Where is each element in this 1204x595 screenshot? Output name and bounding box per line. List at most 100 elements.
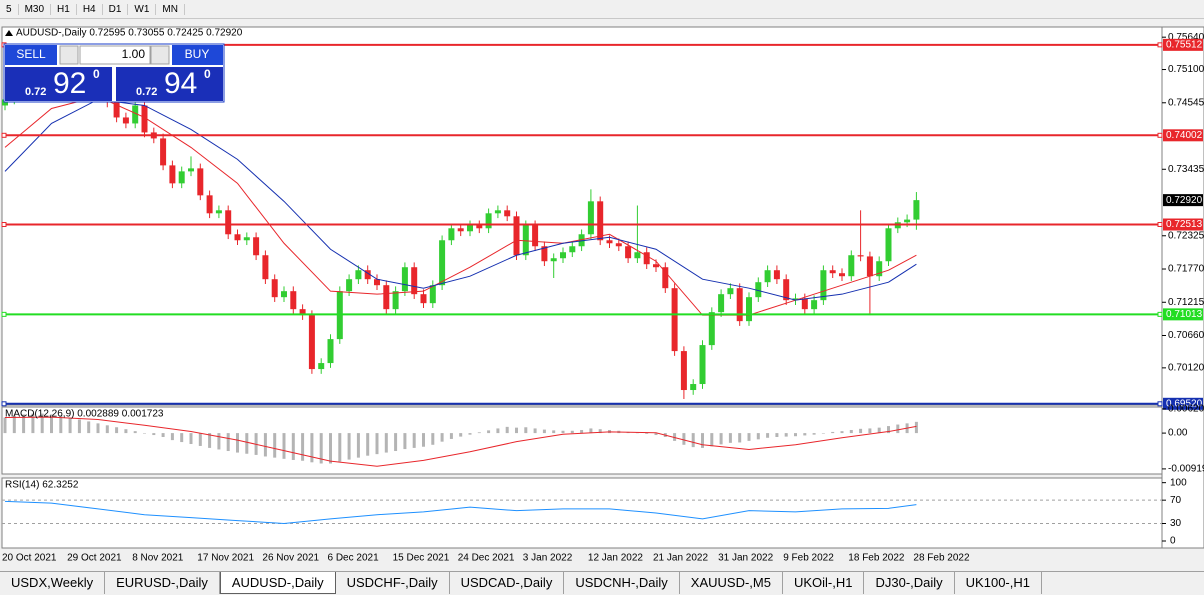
chart-tab[interactable]: USDCNH-,Daily — [564, 572, 680, 594]
candle-body — [839, 273, 845, 277]
macd-bar — [403, 433, 407, 450]
macd-bar — [561, 430, 565, 434]
candle-body — [671, 288, 678, 352]
macd-bar — [189, 433, 193, 445]
macd-bar — [570, 430, 574, 434]
macd-bar — [263, 433, 267, 457]
macd-bar — [77, 419, 81, 434]
candle-body — [355, 270, 362, 280]
macd-bar — [431, 433, 435, 445]
macd-bar — [208, 433, 212, 448]
candle-body — [327, 339, 334, 364]
chart-tab[interactable]: USDCAD-,Daily — [450, 572, 565, 594]
lot-up[interactable] — [150, 45, 170, 65]
price-big: 0.72 — [136, 86, 157, 98]
level-label-box — [1163, 218, 1203, 231]
chart-header: AUDUSD-,Daily 0.72595 0.73055 0.72425 0.… — [16, 28, 243, 39]
chart-tab[interactable]: UKOil-,H1 — [783, 572, 865, 594]
y-tick-label: 0.73435 — [1168, 164, 1204, 175]
x-tick-label: 9 Feb 2022 — [783, 553, 834, 564]
macd-bar — [645, 433, 649, 434]
timeframe-button[interactable]: MN — [156, 3, 185, 15]
chart-tab[interactable]: UK100-,H1 — [955, 572, 1042, 594]
candle-body — [411, 267, 418, 295]
trade-panel: SELL 1.00 BUY 0.72 92 0 0.72 94 0 — [3, 43, 225, 103]
macd-bar — [794, 433, 797, 437]
macd-bar — [152, 433, 156, 436]
candle-body — [522, 225, 529, 256]
timeframe-button[interactable]: M30 — [19, 3, 52, 15]
x-tick-label: 12 Jan 2022 — [588, 553, 643, 564]
level-handle — [1157, 222, 1163, 228]
price-box[interactable] — [116, 67, 223, 101]
candle-body — [876, 261, 883, 277]
x-tick-label: 6 Dec 2021 — [328, 553, 380, 564]
y-tick-label: 0 — [1170, 536, 1176, 547]
x-tick-label: 24 Dec 2021 — [458, 553, 515, 564]
x-tick-label: 26 Nov 2021 — [262, 553, 319, 564]
candle-body — [299, 309, 306, 316]
candle-body — [494, 210, 501, 214]
candle-body — [820, 270, 827, 301]
macd-bar — [496, 428, 500, 434]
candle-body — [383, 285, 390, 310]
level-handle — [1, 311, 7, 317]
candle-body — [281, 291, 287, 298]
macd-bar — [914, 421, 918, 434]
candle-body — [727, 288, 734, 295]
macd-bar — [840, 431, 844, 434]
macd-bar — [347, 433, 351, 460]
chart-tab[interactable]: USDX,Weekly — [0, 572, 106, 594]
chart-tabs: USDX,Weekly EURUSD-,Daily AUDUSD-,Daily USD… — [0, 571, 1204, 594]
lot-down[interactable] — [59, 45, 79, 65]
macd-bar — [877, 427, 881, 434]
sell-button[interactable] — [5, 45, 57, 65]
y-tick-label: 0.71770 — [1168, 264, 1204, 275]
level-handle — [1, 132, 7, 138]
macd-bar — [366, 433, 370, 456]
macd-bar — [673, 433, 677, 441]
price-pips: 94 — [164, 67, 197, 100]
y-tick-label: 0.00 — [1168, 428, 1188, 439]
candle-body — [457, 228, 464, 232]
level-label: 0.69520 — [1166, 398, 1203, 409]
candle-body — [532, 225, 539, 247]
candle-body — [801, 298, 808, 310]
chart-tab[interactable]: EURUSD-,Daily — [105, 572, 220, 594]
level-label: 0.71013 — [1166, 309, 1203, 320]
macd-bar — [533, 428, 537, 434]
timeframe-button[interactable]: H1 — [51, 3, 77, 15]
candle-body — [773, 270, 780, 280]
candle-body — [215, 210, 222, 214]
candle-body — [178, 171, 185, 184]
candle-body — [736, 288, 743, 322]
candle-body — [290, 291, 297, 310]
timeframe-button[interactable]: 5 — [0, 3, 19, 15]
candle-body — [206, 195, 213, 214]
chart-tab[interactable]: XAUUSD-,M5 — [680, 572, 783, 594]
macd-bar — [589, 428, 593, 434]
macd-bar — [440, 433, 444, 442]
candle-body — [606, 240, 613, 244]
header-arrow — [5, 30, 13, 36]
chart-tab[interactable]: AUDUSD-,Daily — [219, 572, 336, 594]
timeframe-button[interactable]: H4 — [77, 3, 103, 15]
candle-body — [746, 297, 752, 322]
candle-body — [811, 300, 818, 310]
macd-bar — [301, 433, 305, 461]
timeframe-button[interactable]: W1 — [128, 3, 157, 15]
macd-bar — [12, 415, 16, 434]
chart-tab[interactable]: USDCHF-,Daily — [336, 572, 450, 594]
candle-body — [708, 312, 715, 346]
buy-button[interactable] — [172, 45, 223, 65]
timeframe-button[interactable]: D1 — [103, 3, 129, 15]
candle-body — [188, 168, 194, 172]
buy-label: BUY — [185, 47, 210, 61]
candle-body — [913, 200, 920, 220]
price-box[interactable] — [5, 67, 112, 101]
candle-body — [132, 105, 139, 124]
chart-tab[interactable]: DJ30-,Daily — [864, 572, 955, 594]
candle-body — [271, 279, 278, 298]
macd-bar — [115, 427, 119, 434]
lot-input[interactable] — [79, 45, 151, 65]
